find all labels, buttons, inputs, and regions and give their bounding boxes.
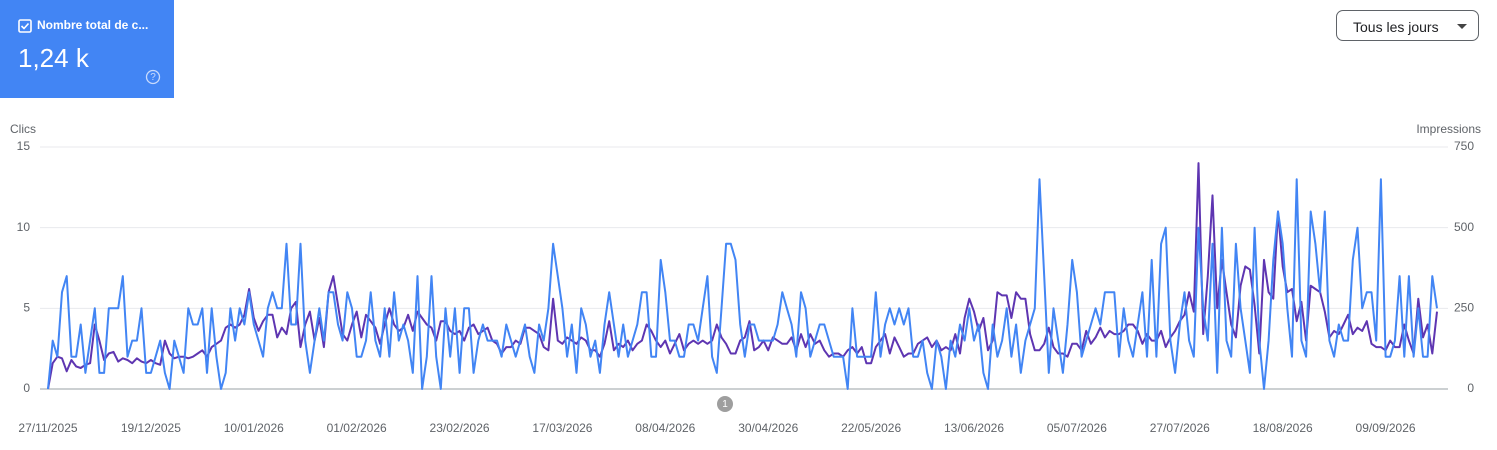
y2-tick-label: 0 <box>1467 381 1474 395</box>
annotation-text: 1 <box>722 399 728 410</box>
x-tick-label: 05/07/2026 <box>1047 421 1107 435</box>
y2-tick-label: 750 <box>1454 139 1474 153</box>
x-tick-label: 01/02/2026 <box>327 421 387 435</box>
annotation[interactable]: 1 <box>717 396 733 412</box>
x-tick-label: 10/01/2026 <box>224 421 284 435</box>
series-line <box>47 178 1438 390</box>
y-tick-label: 15 <box>17 139 31 153</box>
dropdown-arrow <box>1457 24 1467 29</box>
series-line <box>47 162 1438 390</box>
y-tick-label: 10 <box>17 220 31 234</box>
metric-card[interactable]: Nombre total de c... 1,24 k ? <box>0 0 174 98</box>
x-tick-label: 13/06/2026 <box>944 421 1004 435</box>
y-tick-label: 0 <box>23 381 30 395</box>
x-tick-label: 27/07/2026 <box>1150 421 1210 435</box>
svg-text:?: ? <box>150 72 156 83</box>
x-tick-label: 22/05/2026 <box>841 421 901 435</box>
help-icon[interactable]: ? <box>145 69 161 85</box>
y2-tick-label: 500 <box>1454 220 1474 234</box>
x-tick-label: 09/09/2026 <box>1356 421 1416 435</box>
y-tick-label: 5 <box>23 301 30 315</box>
annotation-marker[interactable] <box>717 396 733 412</box>
x-tick-label: 27/11/2025 <box>18 421 77 435</box>
date-dropdown[interactable]: Tous les jours <box>1336 10 1479 41</box>
x-tick-label: 19/12/2025 <box>121 421 181 435</box>
y2-axis-title: Impressions <box>1416 122 1481 136</box>
checkbox[interactable] <box>18 19 32 33</box>
x-tick-label: 18/08/2026 <box>1253 421 1313 435</box>
x-tick-label: 08/04/2026 <box>635 421 695 435</box>
x-tick-label: 17/03/2026 <box>532 421 592 435</box>
metric-value: 1,24 k <box>18 43 89 73</box>
dropdown-label: Tous les jours <box>1353 19 1439 35</box>
y-axis-title: Clics <box>10 122 36 136</box>
x-tick-label: 23/02/2026 <box>430 421 490 435</box>
y2-tick-label: 250 <box>1454 301 1474 315</box>
x-tick-label: 30/04/2026 <box>738 421 798 435</box>
metric-title: Nombre total de c... <box>37 18 149 32</box>
